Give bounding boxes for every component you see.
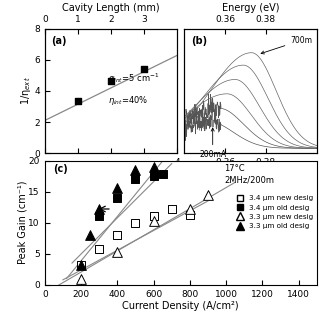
Point: [115, 195, 120, 200]
Point: [133, 177, 138, 182]
X-axis label: Current Density (A/cm²): Current Density (A/cm²): [123, 301, 239, 311]
Text: 200mA: 200mA: [199, 128, 226, 159]
Point: [151, 214, 156, 219]
Point: [97, 214, 102, 219]
Point: [205, 192, 211, 197]
Text: 17°C
2MHz/200m: 17°C 2MHz/200m: [224, 164, 274, 184]
Point: [187, 213, 192, 218]
Point: [133, 220, 138, 225]
X-axis label: Energy (eV): Energy (eV): [222, 3, 279, 13]
Text: 700m: 700m: [261, 36, 312, 54]
Point: [187, 206, 192, 212]
X-axis label: Cavity Length (mm): Cavity Length (mm): [62, 3, 160, 13]
Point: [151, 173, 156, 179]
Legend: 3.4 μm new desig, 3.4 μm old desig, 3.3 μm new desig, 3.3 μm old desig: 3.4 μm new desig, 3.4 μm old desig, 3.3 …: [232, 195, 313, 229]
Point: [115, 233, 120, 238]
Point: [88, 233, 93, 238]
Point: [133, 167, 138, 172]
Point: [78, 262, 84, 268]
Point: [97, 246, 102, 251]
Y-axis label: 1/η$_{ext}$: 1/η$_{ext}$: [19, 76, 33, 105]
Point: [78, 262, 84, 268]
Point: [115, 250, 120, 255]
Y-axis label: Peak Gain (cm⁻¹): Peak Gain (cm⁻¹): [17, 181, 27, 264]
Point: [115, 186, 120, 191]
Text: (c): (c): [53, 164, 68, 174]
Text: $\eta_{int}$=40%: $\eta_{int}$=40%: [108, 94, 149, 108]
Point: [151, 219, 156, 224]
Point: [142, 67, 147, 72]
Point: [108, 78, 114, 84]
Text: (a): (a): [52, 36, 67, 46]
Text: $\alpha_{int}$=5 cm$^{-1}$: $\alpha_{int}$=5 cm$^{-1}$: [108, 72, 160, 85]
Point: [78, 276, 84, 281]
Text: (b): (b): [191, 36, 207, 46]
Point: [151, 164, 156, 169]
Point: [76, 99, 81, 104]
Point: [169, 206, 174, 212]
Point: [97, 206, 102, 212]
Point: [160, 172, 165, 177]
